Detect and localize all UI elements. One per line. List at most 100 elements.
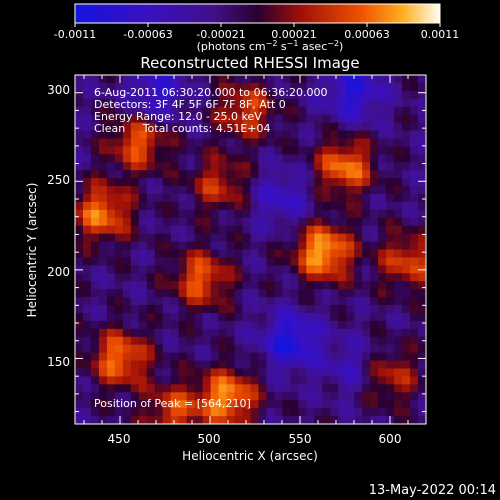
heatmap-cell [210,82,220,92]
heatmap-cell [218,217,228,227]
heatmap-cell [154,328,164,338]
heatmap-cell [386,392,395,401]
heatmap-cell [330,209,339,219]
heatmap-cell [314,233,323,243]
heatmap-cell [138,209,148,219]
heatmap-cell [90,225,100,235]
heatmap-cell [314,408,323,417]
heatmap-cell [106,312,116,322]
heatmap-cell [122,289,132,298]
heatmap-cell [114,75,124,84]
heatmap-cell [114,162,124,171]
heatmap-cell [162,98,172,108]
heatmap-cell [250,289,260,298]
heatmap-cell [298,186,307,195]
heatmap-cell [266,265,276,274]
heatmap-cell [370,241,379,251]
heatmap-cell [226,130,236,140]
heatmap-cell [266,82,276,92]
heatmap-cell [162,217,172,227]
heatmap-cell [106,328,116,338]
heatmap-cell [90,146,100,155]
heatmap-cell [410,170,419,179]
heatmap-cell [90,257,100,266]
heatmap-cell [346,392,355,401]
heatmap-cell [266,281,276,290]
heatmap-cell [226,281,236,290]
heatmap-cell [234,368,244,378]
heatmap-cell [378,336,387,346]
heatmap-cell [338,241,347,251]
heatmap-cell [218,273,228,282]
heatmap-cell [258,162,268,171]
heatmap-cell [290,408,299,417]
heatmap-cell [314,376,323,385]
heatmap-cell [194,352,204,362]
heatmap-cell [82,162,92,171]
heatmap-cell [130,352,140,362]
heatmap-cell [210,281,220,290]
heatmap-cell [346,170,355,179]
footer-date: 13-May-2022 00:14 [369,483,496,498]
heatmap-cell [266,122,276,132]
heatmap-cell [210,400,220,409]
heatmap-cell [154,114,164,124]
heatmap-cell [98,98,108,108]
heatmap-cell [362,209,371,219]
heatmap-cell [82,82,92,92]
heatmap-cell [274,312,284,322]
heatmap-cell [266,193,276,203]
heatmap-cell [402,146,411,155]
heatmap-cell [170,416,180,424]
heatmap-cell [122,75,132,84]
heatmap-image [75,75,426,424]
heatmap-cell [330,225,339,235]
heatmap-cell [146,225,156,235]
heatmap-cell [146,162,156,171]
heatmap-cell [266,320,276,330]
heatmap-cell [218,154,228,163]
heatmap-cell [130,217,140,227]
heatmap-cell [138,257,148,266]
heatmap-cell [75,154,84,163]
heatmap-cell [282,273,291,282]
heatmap-cell [418,225,426,235]
heatmap-cell [186,201,196,211]
heatmap-cell [378,122,387,132]
heatmap-cell [370,98,379,108]
heatmap-cell [378,146,387,155]
heatmap-cell [410,305,419,314]
heatmap-cell [146,297,156,306]
heatmap-cell [330,400,339,409]
heatmap-cell [338,201,347,211]
heatmap-cell [402,336,411,346]
heatmap-cell [82,154,92,163]
heatmap-cell [154,312,164,322]
heatmap-cell [138,186,148,195]
heatmap-cell [290,249,299,259]
heatmap-cell [210,170,220,179]
heatmap-cell [162,416,172,424]
heatmap-cell [106,257,116,266]
heatmap-cell [410,360,419,370]
heatmap-cell [210,312,220,322]
heatmap-cell [178,376,188,385]
heatmap-cell [226,289,236,298]
heatmap-cell [418,75,426,84]
heatmap-cell [394,138,403,147]
heatmap-cell [122,408,132,417]
heatmap-cell [330,82,339,92]
heatmap-cell [218,114,228,124]
heatmap-cell [234,98,244,108]
heatmap-cell [210,241,220,251]
heatmap-cell [242,416,252,424]
heatmap-cell [98,249,108,259]
heatmap-cell [362,146,371,155]
heatmap-cell [354,352,363,362]
heatmap-cell [322,392,331,401]
heatmap-cell [258,217,268,227]
heatmap-cell [218,82,228,92]
heatmap-cell [362,225,371,235]
heatmap-cell [298,82,307,92]
heatmap-cell [186,392,196,401]
